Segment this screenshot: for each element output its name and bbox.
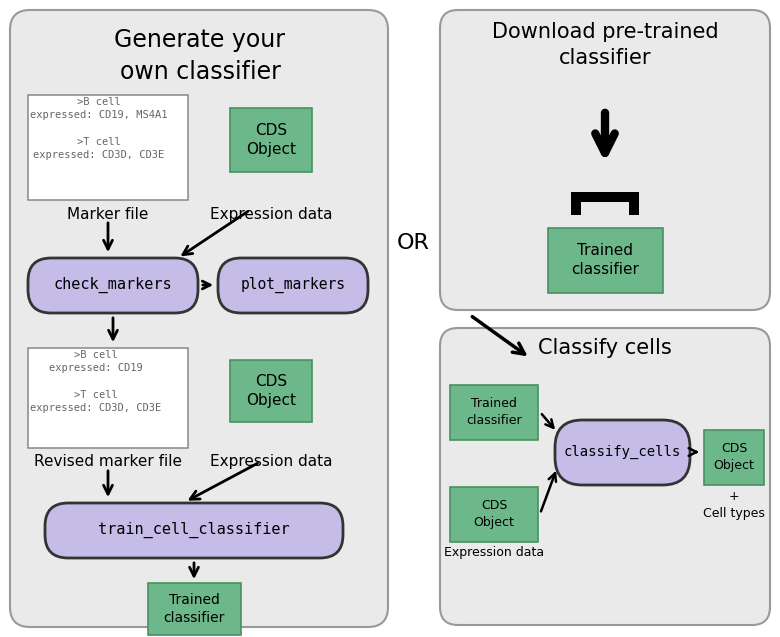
FancyBboxPatch shape bbox=[28, 95, 188, 200]
Text: CDS
Object: CDS Object bbox=[246, 122, 296, 157]
FancyBboxPatch shape bbox=[45, 503, 343, 558]
Text: OR: OR bbox=[396, 233, 430, 253]
Text: >B cell
expressed: CD19, MS4A1

>T cell
expressed: CD3D, CD3E: >B cell expressed: CD19, MS4A1 >T cell e… bbox=[30, 97, 168, 160]
Text: classify_cells: classify_cells bbox=[563, 445, 681, 459]
FancyBboxPatch shape bbox=[450, 487, 538, 542]
Text: Classify cells: Classify cells bbox=[538, 338, 672, 358]
Text: Trained
classifier: Trained classifier bbox=[466, 397, 522, 427]
Bar bbox=[571, 192, 639, 202]
FancyBboxPatch shape bbox=[548, 228, 663, 293]
Text: CDS
Object: CDS Object bbox=[473, 499, 515, 529]
FancyBboxPatch shape bbox=[555, 420, 690, 485]
FancyBboxPatch shape bbox=[218, 258, 368, 313]
FancyBboxPatch shape bbox=[148, 583, 241, 635]
Text: Expression data: Expression data bbox=[210, 454, 332, 469]
Text: Generate your
own classifier: Generate your own classifier bbox=[115, 28, 285, 83]
Bar bbox=[571, 202, 581, 215]
FancyBboxPatch shape bbox=[440, 328, 770, 625]
FancyBboxPatch shape bbox=[440, 10, 770, 310]
Text: Revised marker file: Revised marker file bbox=[34, 454, 182, 469]
FancyBboxPatch shape bbox=[704, 430, 764, 485]
Text: +
Cell types: + Cell types bbox=[703, 490, 765, 520]
Text: train_cell_classifier: train_cell_classifier bbox=[98, 522, 290, 538]
FancyBboxPatch shape bbox=[230, 360, 312, 422]
Text: Trained
classifier: Trained classifier bbox=[163, 593, 225, 625]
Text: Expression data: Expression data bbox=[210, 207, 332, 222]
FancyBboxPatch shape bbox=[230, 108, 312, 172]
Text: CDS
Object: CDS Object bbox=[714, 442, 754, 472]
Text: Trained
classifier: Trained classifier bbox=[571, 243, 639, 277]
Text: CDS
Object: CDS Object bbox=[246, 373, 296, 408]
FancyBboxPatch shape bbox=[28, 258, 198, 313]
Text: Download pre-trained
classifier: Download pre-trained classifier bbox=[491, 22, 718, 68]
FancyBboxPatch shape bbox=[450, 385, 538, 440]
Text: Expression data: Expression data bbox=[444, 546, 544, 559]
Text: check_markers: check_markers bbox=[54, 277, 172, 293]
Bar bbox=[629, 202, 639, 215]
Text: Marker file: Marker file bbox=[67, 207, 149, 222]
Text: plot_markers: plot_markers bbox=[240, 277, 346, 293]
Text: >B cell
expressed: CD19

>T cell
expressed: CD3D, CD3E: >B cell expressed: CD19 >T cell expresse… bbox=[30, 350, 161, 413]
FancyBboxPatch shape bbox=[28, 348, 188, 448]
FancyBboxPatch shape bbox=[10, 10, 388, 627]
